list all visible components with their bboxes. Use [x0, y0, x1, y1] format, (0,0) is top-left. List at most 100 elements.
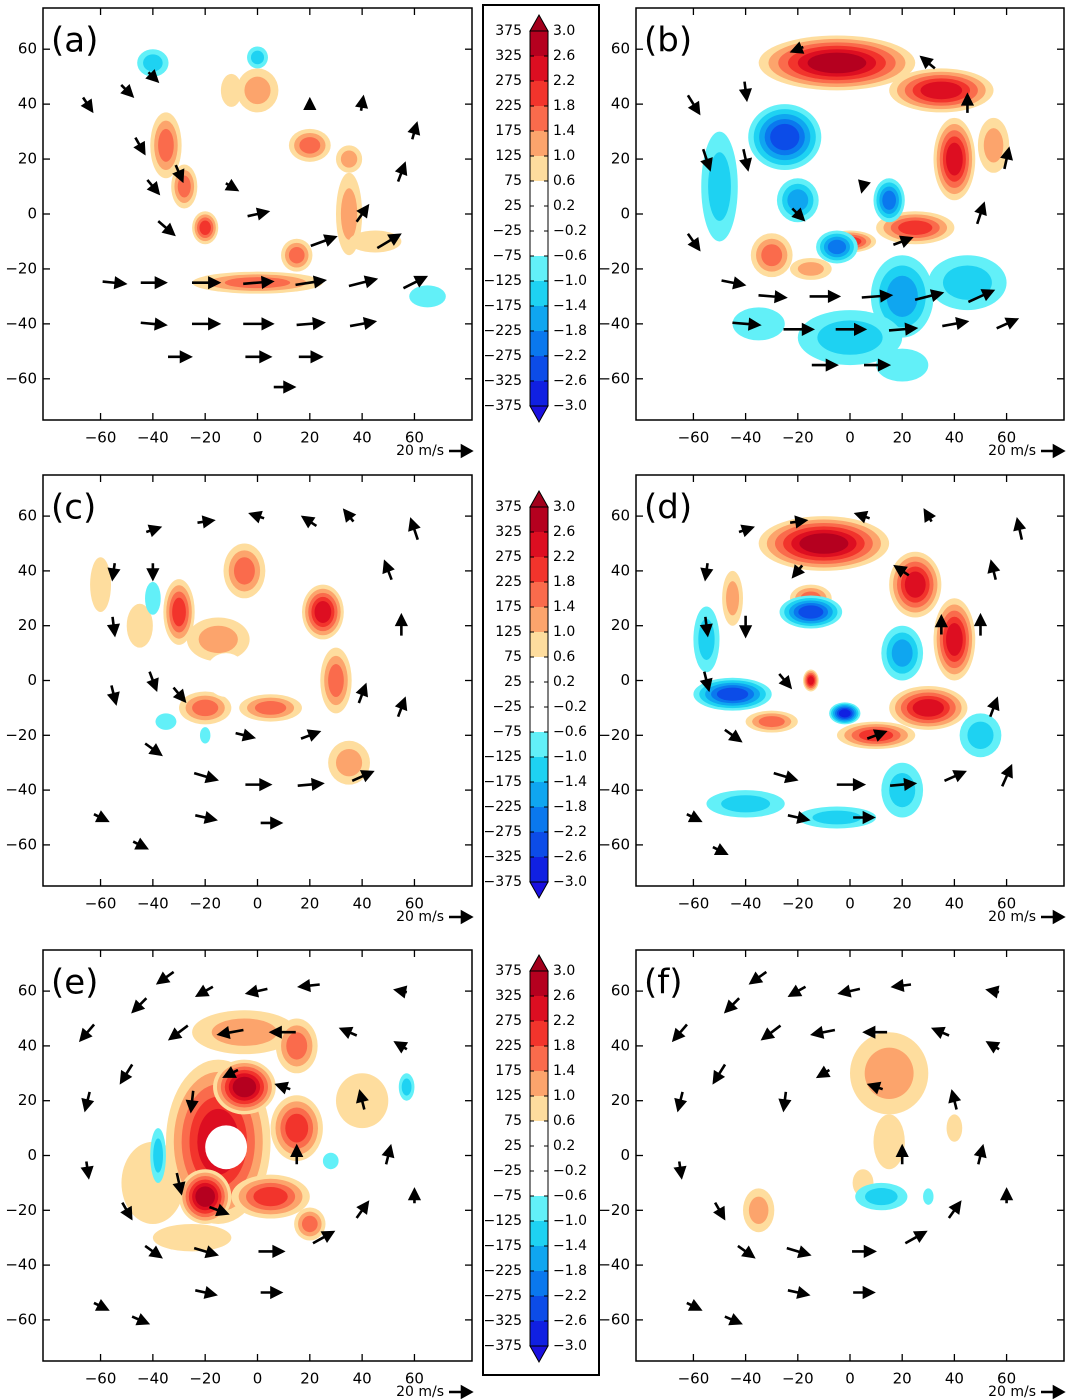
wind-arrow	[172, 686, 187, 704]
wind-arrow	[120, 1201, 133, 1221]
wind-arrow	[172, 1172, 186, 1196]
colorbar-tick-label: −225	[484, 1263, 522, 1279]
contour-level	[726, 581, 740, 616]
colorbar-tick-label: −325	[484, 1313, 522, 1329]
wind-arrow	[721, 276, 747, 290]
contour-level	[199, 727, 211, 744]
wind-arrow	[724, 728, 743, 743]
wind-arrow	[787, 984, 807, 997]
colorbar-tick-label: −1.4	[553, 298, 587, 314]
colorbar-tick-label: 1.0	[553, 148, 575, 164]
colorbar: 3.0 2.6 2.2 1.8 1.4 1.0 0.6 0.2 −0.2 −0.6 −1.0 −1.4…	[484, 953, 587, 1364]
wind-arrow	[671, 1023, 688, 1043]
y-tick-label: −60	[5, 835, 37, 853]
x-tick-label: 40	[353, 429, 372, 447]
colorbar-tick-label: −375	[484, 874, 522, 890]
colorbar-extend-top	[529, 13, 549, 32]
x-tick-label: 0	[845, 1370, 855, 1388]
wind-arrow	[191, 317, 222, 331]
key-label: 20 m/s	[396, 1384, 444, 1399]
contour-hole	[205, 1125, 248, 1170]
wind-arrow	[699, 616, 713, 638]
wind-arrow	[297, 979, 320, 993]
colorbar-swatch	[530, 1146, 548, 1171]
colorbar-extend-bottom	[529, 1345, 549, 1364]
wind-arrow	[132, 837, 149, 850]
wind-arrow	[996, 317, 1020, 330]
axes-frame	[635, 949, 1065, 1362]
x-tick-label: −60	[85, 895, 117, 913]
wind-arrow	[837, 984, 861, 998]
wind-arrow	[193, 1245, 219, 1259]
colorbar-tick-label: −2.6	[553, 373, 587, 389]
colorbar-tick-label: −1.8	[553, 323, 587, 339]
y-tick-label: −20	[5, 726, 37, 744]
x-tick-label: −20	[782, 1370, 814, 1388]
y-tick-label: 20	[611, 616, 630, 634]
y-tick-label: 20	[18, 616, 37, 634]
y-tick-label: 20	[18, 150, 37, 168]
wind-arrow	[133, 136, 146, 156]
colorbar-tick-label: 225	[495, 1038, 522, 1054]
contour-level	[253, 1187, 288, 1207]
wind-arrow	[93, 1298, 110, 1311]
panel: −60 −40 −20 0 20 40 60 60 40 20 0 −20 −40 −60 (d) 20 m/…	[598, 474, 1066, 925]
contour-level	[220, 73, 242, 107]
colorbar-swatch	[530, 81, 548, 106]
wind-arrow	[811, 358, 839, 372]
colorbar-swatch	[530, 507, 548, 532]
y-tick-label: −20	[598, 1201, 630, 1219]
wind-arrow	[81, 1091, 95, 1113]
contour-level	[920, 81, 963, 100]
wind-arrow	[146, 563, 160, 582]
colorbar-swatch	[530, 757, 548, 782]
wind-arrow	[738, 81, 752, 103]
contour-level	[923, 1188, 934, 1205]
y-tick-label: −40	[598, 314, 630, 332]
colorbar-tick-label: 25	[504, 1138, 522, 1154]
contour-level	[942, 265, 992, 300]
y-tick-label: 0	[620, 205, 630, 223]
wind-arrow	[853, 1285, 876, 1300]
colorbar-swatch	[530, 996, 548, 1021]
colorbar-tick-label: 375	[495, 23, 522, 39]
contour-level	[199, 220, 211, 235]
colorbar-tick-label: 2.2	[553, 549, 575, 565]
contour-field	[693, 516, 1002, 829]
x-tick-label: 60	[405, 429, 424, 447]
colorbar-tick-label: −1.0	[553, 1213, 587, 1229]
colorbar-swatch	[530, 1321, 548, 1346]
colorbar-tick-label: −0.6	[553, 724, 587, 740]
contour-level	[827, 239, 847, 255]
colorbar-frame	[529, 30, 549, 407]
wind-arrow	[342, 508, 357, 523]
colorbar-frame	[529, 506, 549, 883]
wind-arrow	[296, 317, 326, 331]
y-tick-label: 60	[611, 507, 630, 525]
wind-arrow	[699, 671, 713, 693]
contour-level	[787, 189, 809, 212]
colorbar-tick-label: −175	[484, 298, 522, 314]
wind-arrow	[382, 559, 395, 581]
contour-level	[340, 150, 358, 168]
y-tick-label: −40	[5, 781, 37, 799]
wind-arrow	[355, 203, 370, 223]
y-tick-label: −60	[598, 835, 630, 853]
contour-level	[882, 190, 896, 210]
colorbar-tick-label: 3.0	[553, 23, 575, 39]
wind-arrow	[861, 289, 894, 303]
wind-arrow	[144, 1244, 163, 1259]
wind-arrow	[80, 96, 94, 114]
colorbar-tick-label: −1.8	[553, 1263, 587, 1279]
contour-level	[299, 137, 321, 154]
colorbar-swatch	[530, 632, 548, 657]
y-tick-label: 0	[620, 1146, 630, 1164]
wind-arrow	[914, 289, 945, 303]
panel-label: (c)	[51, 488, 96, 528]
colorbar-swatch	[530, 782, 548, 807]
wind-arrow	[356, 1089, 369, 1110]
colorbar-tick-label: 325	[495, 524, 522, 540]
wind-arrow	[974, 201, 987, 225]
colorbar-tick-label: 125	[495, 624, 522, 640]
colorbar-tick-label: 75	[504, 649, 522, 665]
